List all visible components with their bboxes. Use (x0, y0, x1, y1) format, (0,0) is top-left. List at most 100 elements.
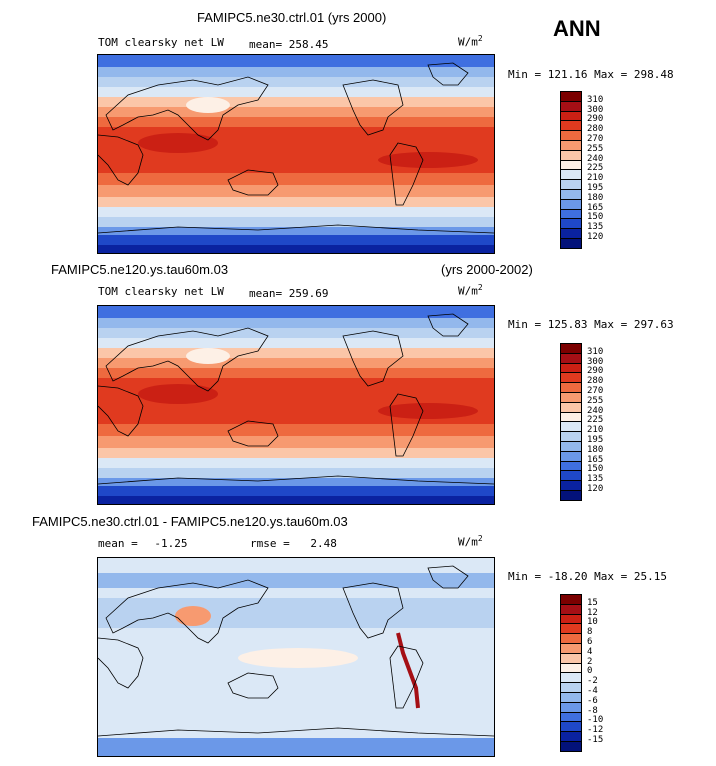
panel3-units: W/m2 (458, 534, 483, 549)
map-feature (378, 403, 478, 419)
colorbar-tick-label: 12 (587, 608, 598, 618)
map-band (98, 217, 494, 227)
panel1-map-svg (98, 55, 494, 253)
map-feature (186, 348, 230, 364)
map-band (98, 235, 494, 245)
colorbar-tick-label: 135 (587, 222, 603, 232)
panel2-years: (yrs 2000-2002) (441, 262, 533, 277)
map-band (98, 97, 494, 107)
map-band (98, 306, 494, 318)
map-feature (138, 384, 218, 404)
panel3-rmse-label: rmse = (250, 537, 290, 550)
colorbar-tick-label: 195 (587, 435, 603, 445)
map-feature (175, 606, 211, 626)
map-feature (238, 648, 358, 668)
colorbar-tick-label: 270 (587, 386, 603, 396)
panel1-mean: mean= 258.45 (249, 38, 329, 51)
colorbar-tick-label: 240 (587, 154, 603, 164)
panel3-rmse-value: 2.48 (310, 537, 337, 550)
colorbar-tick-label: 0 (587, 666, 592, 676)
map-band (98, 358, 494, 368)
panel2-units: W/m2 (458, 283, 483, 298)
colorbar-tick-label: 310 (587, 95, 603, 105)
panel3-map (97, 557, 495, 757)
colorbar-tick-label: 310 (587, 347, 603, 357)
panel3-mean-label: mean = (98, 537, 138, 550)
map-band (98, 424, 494, 436)
colorbar-tick-label: 10 (587, 617, 598, 627)
panel2-title: FAMIPC5.ne120.ys.tau60m.03 (51, 262, 228, 277)
colorbar-tick-label: 225 (587, 415, 603, 425)
colorbar-tick-label: 135 (587, 474, 603, 484)
map-band (98, 245, 494, 253)
colorbar-tick-label: -8 (587, 706, 598, 716)
map-band (98, 573, 494, 588)
panel2-map-svg (98, 306, 494, 504)
map-band (98, 496, 494, 504)
colorbar-swatch (560, 490, 582, 501)
colorbar-tick-label: 270 (587, 134, 603, 144)
colorbar-tick-label: 120 (587, 484, 603, 494)
colorbar-tick-label: 120 (587, 232, 603, 242)
colorbar-swatch (560, 741, 582, 752)
colorbar-tick-label: 2 (587, 657, 592, 667)
map-band (98, 486, 494, 496)
colorbar-tick-label: 300 (587, 357, 603, 367)
panel2-variable-label: TOM clearsky net LW (98, 285, 224, 298)
colorbar-tick-label: 280 (587, 376, 603, 386)
season-label: ANN (553, 16, 601, 42)
panel2-mean-value: 259.69 (289, 287, 329, 300)
map-band (98, 738, 494, 756)
colorbar-tick-label: 225 (587, 163, 603, 173)
colorbar-tick-label: 180 (587, 193, 603, 203)
colorbar-tick-label: 280 (587, 124, 603, 134)
map-band (98, 67, 494, 77)
map-band (98, 348, 494, 358)
panel2-mean-label: mean= (249, 287, 282, 300)
map-band (98, 117, 494, 127)
colorbar-tick-label: 300 (587, 105, 603, 115)
map-band (98, 318, 494, 328)
colorbar-tick-label: 255 (587, 396, 603, 406)
map-band (98, 55, 494, 67)
colorbar-tick-label: 195 (587, 183, 603, 193)
colorbar-tick-label: 165 (587, 203, 603, 213)
map-band (98, 173, 494, 185)
colorbar-tick-label: -15 (587, 735, 603, 745)
panel1-title: FAMIPC5.ne30.ctrl.01 (yrs 2000) (197, 10, 386, 25)
colorbar-tick-label: 6 (587, 637, 592, 647)
map-band (98, 368, 494, 378)
panel3-title: FAMIPC5.ne30.ctrl.01 - FAMIPC5.ne120.ys.… (32, 514, 348, 529)
panel1-mean-value: 258.45 (289, 38, 329, 51)
map-band (98, 207, 494, 217)
colorbar-tick-label: 210 (587, 425, 603, 435)
map-feature (186, 97, 230, 113)
map-band (98, 87, 494, 97)
colorbar-tick-label: 255 (587, 144, 603, 154)
map-band (98, 107, 494, 117)
map-band (98, 468, 494, 478)
panel2-mean: mean= 259.69 (249, 287, 329, 300)
panel2-minmax: Min = 125.83 Max = 297.63 (508, 318, 674, 331)
panel3-rmse: rmse = 2.48 (250, 537, 337, 550)
panel1-units: W/m2 (458, 34, 483, 49)
map-feature (378, 152, 478, 168)
map-band (98, 197, 494, 207)
colorbar-tick-label: -12 (587, 725, 603, 735)
map-band (98, 448, 494, 458)
panel3-mean-value: -1.25 (154, 537, 187, 550)
panel3-mean: mean = -1.25 (98, 537, 188, 550)
colorbar-tick-label: 150 (587, 464, 603, 474)
colorbar-tick-label: 240 (587, 406, 603, 416)
panel2-map (97, 305, 495, 505)
panel1-mean-label: mean= (249, 38, 282, 51)
colorbar-tick-label: 210 (587, 173, 603, 183)
map-band (98, 436, 494, 448)
map-band (98, 458, 494, 468)
colorbar-tick-label: -2 (587, 676, 598, 686)
map-feature (138, 133, 218, 153)
colorbar-tick-label: 15 (587, 598, 598, 608)
colorbar-tick-label: 290 (587, 114, 603, 124)
colorbar-tick-label: 180 (587, 445, 603, 455)
colorbar-tick-label: 150 (587, 212, 603, 222)
